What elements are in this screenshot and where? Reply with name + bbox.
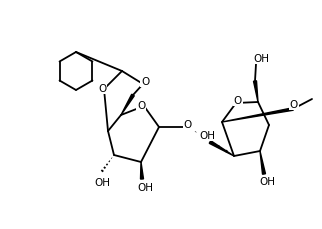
Text: OH: OH xyxy=(259,176,275,186)
Text: O: O xyxy=(137,101,145,111)
Text: OH: OH xyxy=(199,131,215,140)
Text: OH: OH xyxy=(137,182,153,192)
Text: OH: OH xyxy=(253,54,269,64)
Text: OH: OH xyxy=(94,177,110,187)
Polygon shape xyxy=(260,151,265,174)
Text: O: O xyxy=(234,95,242,106)
Polygon shape xyxy=(253,82,258,103)
Polygon shape xyxy=(121,95,134,115)
Text: O: O xyxy=(290,100,298,109)
Polygon shape xyxy=(209,141,234,156)
Text: O: O xyxy=(98,84,106,94)
Polygon shape xyxy=(222,108,293,123)
Text: O: O xyxy=(141,77,149,87)
Text: O: O xyxy=(184,120,192,129)
Polygon shape xyxy=(140,162,144,179)
